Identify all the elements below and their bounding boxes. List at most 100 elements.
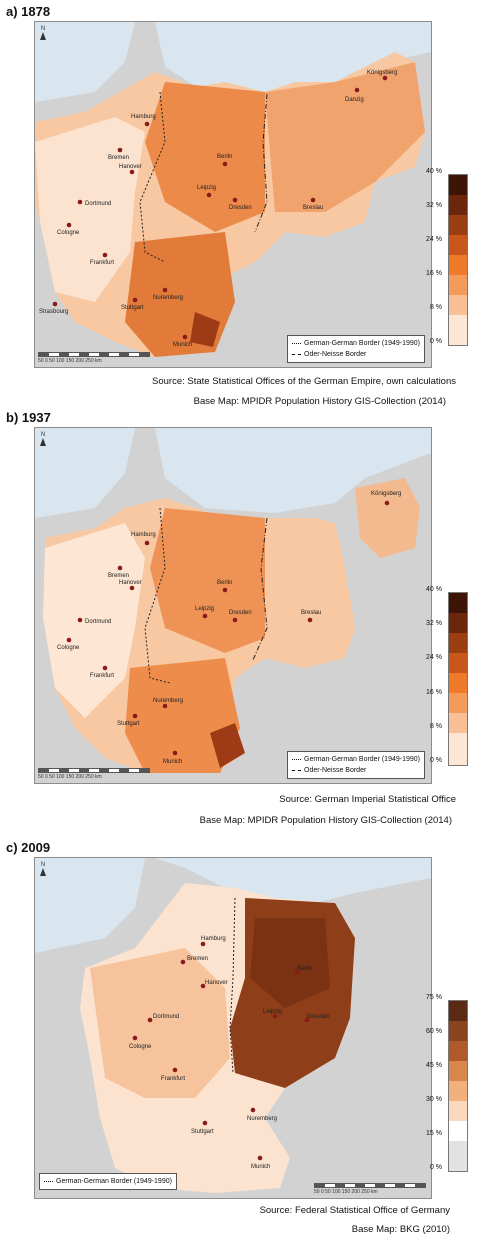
svg-text:Dresden: Dresden [229, 205, 252, 211]
svg-text:Dortmund: Dortmund [85, 619, 111, 625]
baltic-sea [155, 858, 431, 903]
north-arrow-icon: N [40, 26, 46, 40]
source-text: Source: Federal Statistical Office of Ge… [259, 1205, 450, 1216]
panel-title: a) 1878 [6, 4, 51, 19]
city-dots [66, 500, 390, 756]
svg-text:Hanover: Hanover [119, 164, 142, 170]
north-arrow-icon: N [40, 432, 46, 446]
svg-text:Frankfurt: Frankfurt [90, 260, 114, 266]
scale-bar: 50 0 50 100 150 200 250 km [314, 1183, 426, 1195]
svg-text:Munich: Munich [173, 342, 192, 348]
svg-text:Stuttgart: Stuttgart [121, 305, 144, 311]
map-2009: Hamburg Bremen Hanover Dortmund Cologne … [34, 857, 432, 1199]
legend-oder-neisse-border: Oder-Neisse Border [292, 765, 420, 776]
city-labels: Hamburg Bremen Hanover Dortmund Cologne … [39, 70, 397, 348]
svg-text:Bremen: Bremen [108, 155, 129, 161]
svg-text:Hanover: Hanover [119, 580, 142, 586]
svg-text:Dortmund: Dortmund [85, 201, 111, 207]
legend-german-german-border: German-German Border (1949-1990) [44, 1176, 172, 1187]
city-labels: Hamburg Bremen Hanover Dortmund Cologne … [57, 491, 401, 765]
svg-text:Hamburg: Hamburg [201, 936, 226, 942]
scale-tick: 8 % [429, 723, 442, 730]
scale-tick: 0 % [429, 338, 442, 345]
scale-bar: 50 0 50 100 150 200 250 km [38, 352, 150, 364]
svg-text:Frankfurt: Frankfurt [90, 673, 114, 679]
basemap-text: Base Map: MPIDR Population History GIS-C… [193, 396, 446, 407]
scale-tick: 0 % [429, 1164, 442, 1171]
panel-title: c) 2009 [6, 840, 51, 855]
scale-tick: 8 % [429, 304, 442, 311]
map-1878-svg: Hamburg Bremen Hanover Dortmund Cologne … [35, 22, 431, 367]
basemap-text: Base Map: MPIDR Population History GIS-C… [199, 815, 452, 826]
panel-2009: c) 2009 Hamburg Bremen Hanover Dortmund [0, 840, 500, 1250]
scale-tick: 40 % [426, 168, 442, 175]
north-arrow-icon: N [40, 862, 46, 876]
east-prussia [355, 478, 420, 558]
svg-text:Munich: Munich [163, 759, 182, 765]
north-sea [35, 22, 135, 102]
svg-text:Berlin: Berlin [297, 966, 312, 972]
western-region [43, 523, 145, 718]
svg-text:Stuttgart: Stuttgart [117, 721, 140, 727]
north-sea [35, 428, 135, 518]
svg-text:Berlin: Berlin [217, 580, 232, 586]
scale-tick: 15 % [426, 1130, 442, 1137]
baltic-sea [155, 22, 431, 97]
scale-tick: 0 % [429, 757, 442, 764]
svg-text:Breslau: Breslau [303, 205, 323, 211]
legend-german-german-border: German-German Border (1949-1990) [292, 338, 420, 349]
scale-tick: 16 % [426, 270, 442, 277]
west-central [90, 948, 230, 1098]
scale-tick: 30 % [426, 1096, 442, 1103]
svg-text:Königsberg: Königsberg [371, 491, 401, 497]
scale-tick: 75 % [426, 994, 442, 1001]
map-legend: German-German Border (1949-1990) Oder-Ne… [287, 335, 425, 363]
color-scale-1878 [448, 174, 468, 346]
color-scale-1937 [448, 592, 468, 766]
city-labels: Hamburg Bremen Hanover Dortmund Cologne … [129, 936, 330, 1170]
svg-text:Cologne: Cologne [129, 1044, 152, 1050]
north-sea [35, 858, 145, 953]
svg-text:Berlin: Berlin [217, 154, 232, 160]
map-1878: Hamburg Bremen Hanover Dortmund Cologne … [34, 21, 432, 368]
svg-text:Dresden: Dresden [307, 1014, 330, 1020]
east-germany-north [250, 918, 330, 1008]
panel-1937: b) 1937 Hamburg Bremen Ha [0, 410, 500, 830]
svg-text:Cologne: Cologne [57, 645, 80, 651]
svg-text:Frankfurt: Frankfurt [161, 1076, 185, 1082]
scale-tick: 24 % [426, 236, 442, 243]
map-1937-svg: Hamburg Bremen Hanover Dortmund Cologne … [35, 428, 431, 783]
central-region [145, 82, 265, 232]
scale-tick: 16 % [426, 689, 442, 696]
map-legend: German-German Border (1949-1990) [39, 1173, 177, 1190]
scale-tick: 40 % [426, 586, 442, 593]
dark-region [210, 723, 245, 768]
svg-text:Strasbourg: Strasbourg [39, 309, 68, 315]
svg-text:Bremen: Bremen [108, 573, 129, 579]
scale-bar: 50 0 50 100 150 200 250 km [38, 768, 150, 780]
svg-text:Leipzig: Leipzig [263, 1009, 282, 1015]
panel-title: b) 1937 [6, 410, 51, 425]
scale-tick: 45 % [426, 1062, 442, 1069]
german-german-border [144, 507, 171, 684]
svg-text:Dortmund: Dortmund [153, 1014, 179, 1020]
german-german-border [229, 897, 236, 1074]
svg-text:Hamburg: Hamburg [131, 532, 156, 538]
svg-text:Munich: Munich [251, 1164, 270, 1170]
color-scale-2009 [448, 1000, 468, 1172]
map-legend: German-German Border (1949-1990) Oder-Ne… [287, 751, 425, 779]
basemap-text: Base Map: BKG (2010) [351, 1224, 450, 1235]
oder-neisse-border [254, 93, 268, 233]
svg-text:Stuttgart: Stuttgart [191, 1129, 214, 1135]
oder-neisse-border [252, 517, 268, 661]
panel-1878: a) 1878 Hamburg Bremen [0, 4, 500, 414]
scale-tick: 60 % [426, 1028, 442, 1035]
western-region [35, 117, 145, 302]
svg-text:Nuremberg: Nuremberg [247, 1116, 277, 1122]
scale-tick: 32 % [426, 620, 442, 627]
svg-text:Nuremberg: Nuremberg [153, 698, 183, 704]
bavaria-region [125, 658, 240, 773]
city-dots [132, 941, 310, 1161]
svg-text:Nuremberg: Nuremberg [153, 295, 183, 301]
dark-region [190, 312, 220, 347]
